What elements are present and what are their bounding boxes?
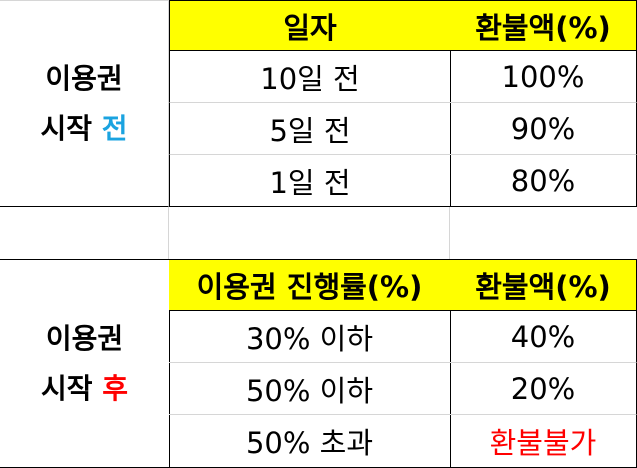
after-row-1-refund: 40% (450, 311, 637, 363)
after-row-1-progress: 30% 이하 (169, 311, 451, 363)
after-row-3-progress: 50% 초과 (169, 415, 451, 468)
after-start-label: 이용권 시작 후 (0, 259, 170, 468)
before-start-label: 이용권 시작 전 (0, 0, 169, 207)
after-label-prefix: 시작 (40, 371, 103, 405)
after-header-refund: 환불액(%) (450, 259, 637, 311)
before-header-date: 일자 (169, 0, 451, 51)
before-row-3-refund: 80% (450, 155, 637, 207)
before-row-3-date: 1일 전 (169, 155, 451, 207)
after-row-2-refund: 20% (450, 363, 637, 415)
after-label-line1: 이용권 (45, 321, 124, 355)
spacer-cell (169, 207, 450, 259)
before-row-2-refund: 90% (450, 103, 637, 155)
after-row-3-refund: 환불불가 (450, 415, 637, 468)
before-row-2-date: 5일 전 (169, 103, 451, 155)
after-row-2-progress: 50% 이하 (169, 363, 451, 415)
before-label-prefix: 시작 (40, 111, 102, 145)
after-label-accent: 후 (102, 371, 129, 405)
before-row-1-date: 10일 전 (169, 51, 451, 103)
spacer-cell (0, 207, 169, 259)
before-row-1-refund: 100% (450, 51, 637, 103)
after-header-progress: 이용권 진행률(%) (169, 259, 451, 311)
before-label-line1: 이용권 (45, 61, 123, 95)
spacer-cell (450, 207, 637, 259)
before-header-refund: 환불액(%) (450, 0, 637, 51)
before-label-accent: 전 (101, 111, 128, 145)
